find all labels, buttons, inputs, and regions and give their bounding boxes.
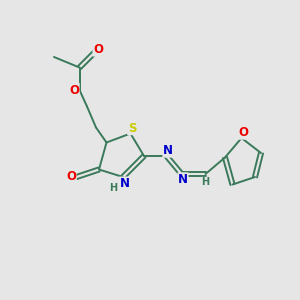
Text: N: N (119, 177, 130, 190)
Text: O: O (66, 170, 76, 184)
Text: O: O (69, 83, 79, 97)
Text: S: S (128, 122, 136, 135)
Text: O: O (93, 43, 103, 56)
Text: N: N (178, 173, 188, 186)
Text: H: H (201, 177, 210, 188)
Text: N: N (163, 144, 173, 157)
Text: O: O (238, 126, 248, 139)
Text: H: H (109, 183, 118, 194)
